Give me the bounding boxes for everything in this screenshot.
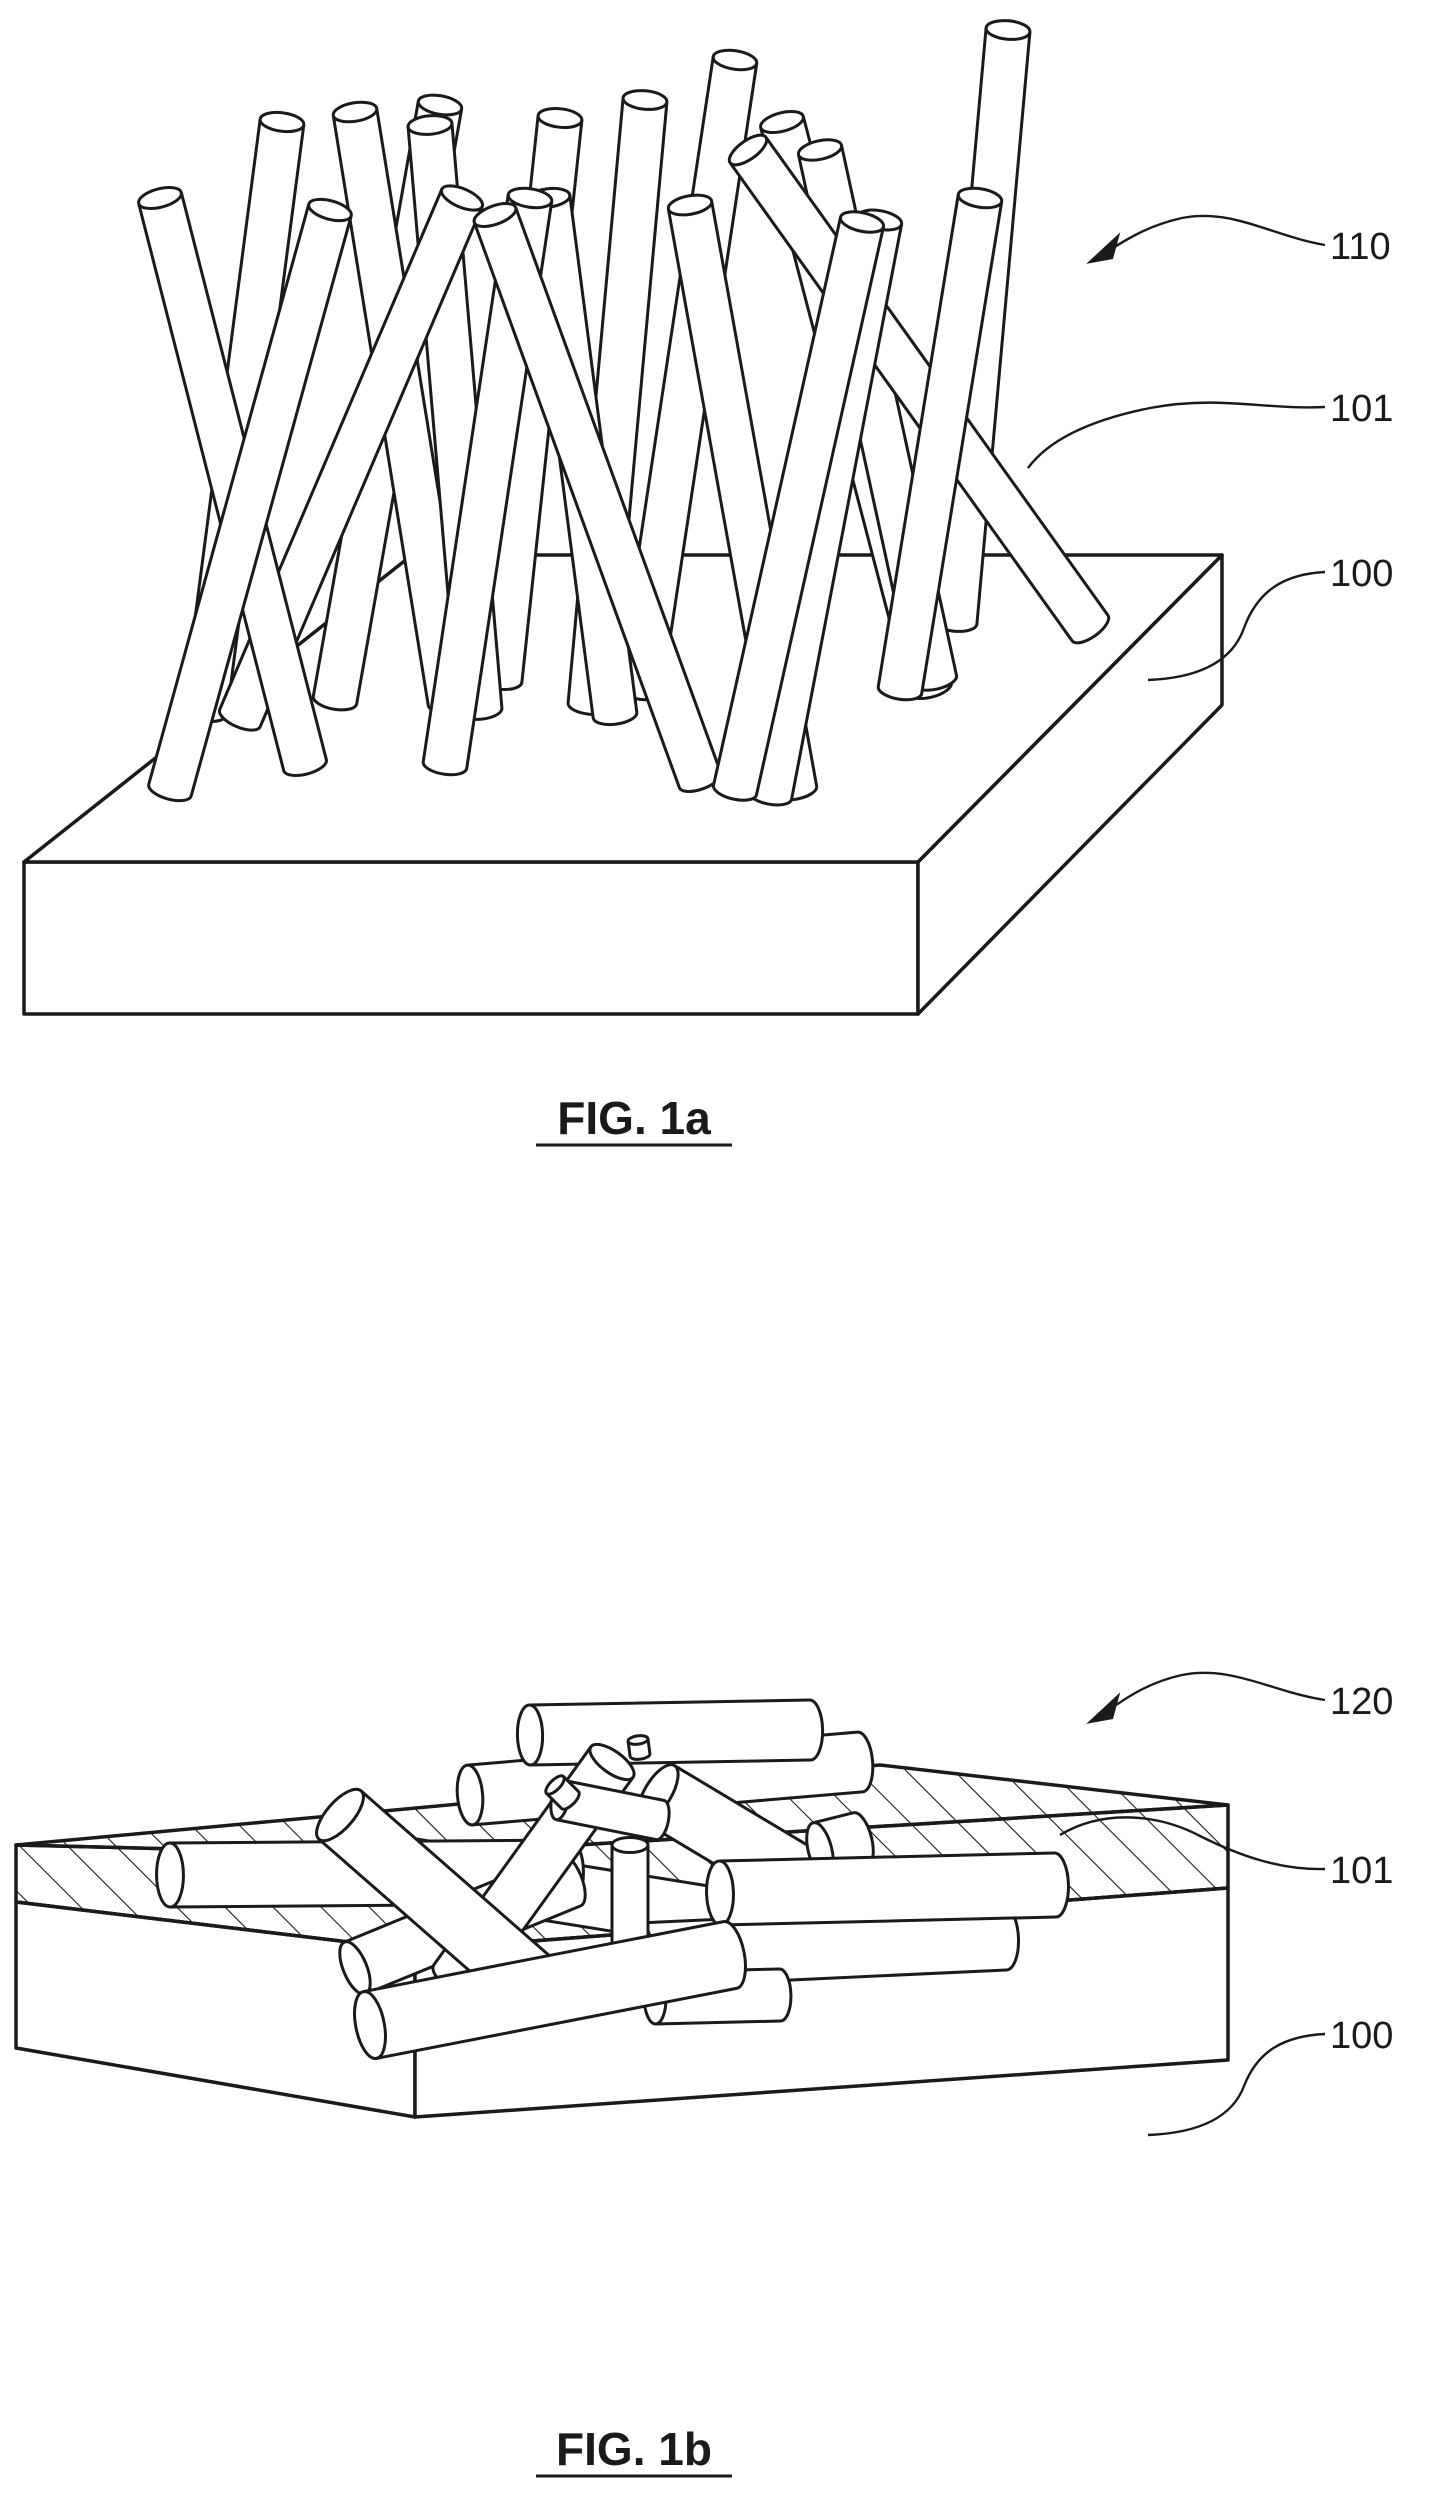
caption-fig-1a: FIG. 1a bbox=[557, 1092, 711, 1144]
lying-rod-10 bbox=[706, 1853, 1069, 1926]
label-120: 120 bbox=[1330, 1681, 1393, 1723]
leader-120 bbox=[1102, 1673, 1325, 1715]
leader-110 bbox=[1102, 216, 1325, 255]
arrowhead-120 bbox=[1090, 1696, 1118, 1722]
label-100-1b: 100 bbox=[1330, 2015, 1393, 2057]
label-101-1a: 101 bbox=[1330, 388, 1393, 430]
lying-rod-2 bbox=[517, 1700, 823, 1765]
label-101-1b: 101 bbox=[1330, 1850, 1393, 1892]
caption-fig-1b: FIG. 1b bbox=[556, 2423, 712, 2475]
figure-1b: 120 101 100 FIG. 1b bbox=[16, 1673, 1393, 2476]
arrowhead-110 bbox=[1090, 236, 1118, 262]
lying-rod-5 bbox=[628, 1735, 651, 1761]
leader-101-1a bbox=[1028, 403, 1325, 468]
label-100-1a: 100 bbox=[1330, 553, 1393, 595]
figure-1a: 110 101 100 FIG. 1a bbox=[24, 19, 1393, 1145]
label-110: 110 bbox=[1330, 226, 1391, 268]
substrate-front-face bbox=[24, 862, 918, 1014]
